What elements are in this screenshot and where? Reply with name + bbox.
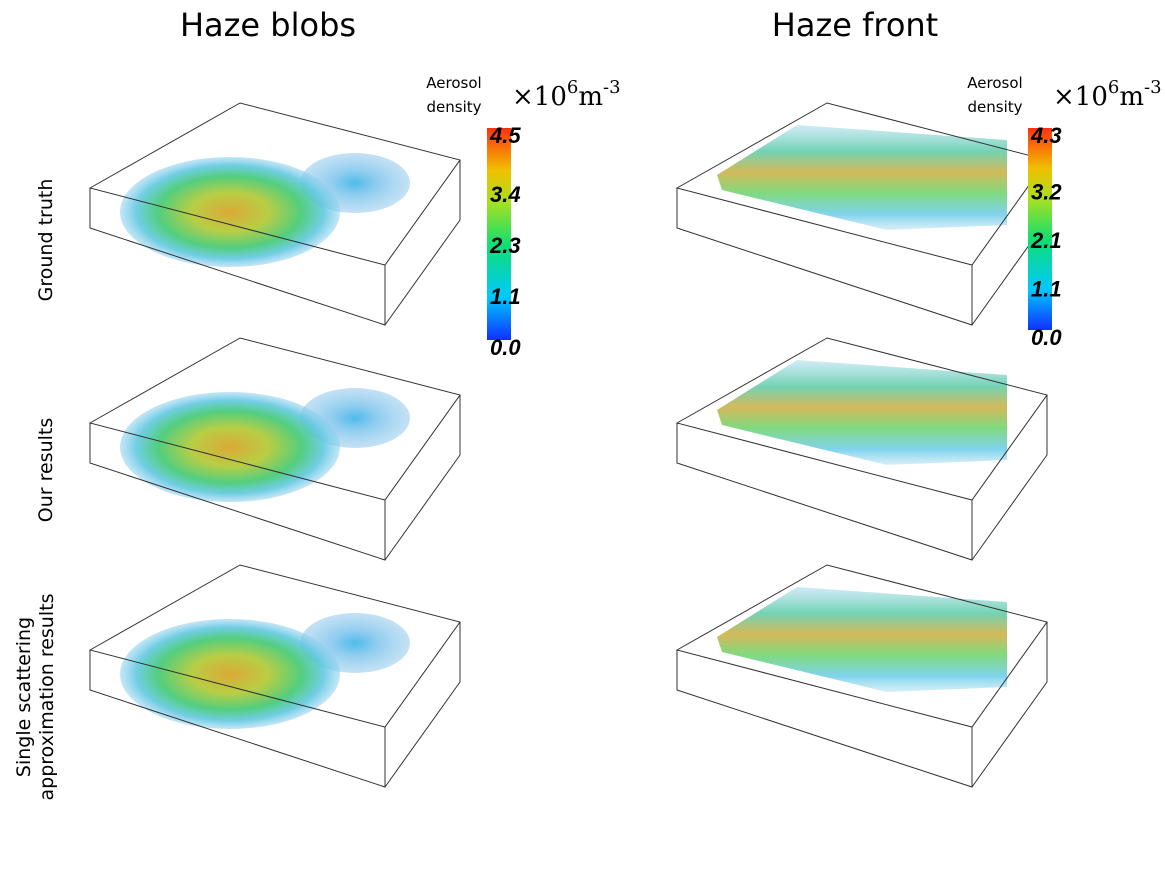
units-part: ×10 — [1053, 82, 1108, 112]
colorbar-tick-label: 2.3 — [489, 233, 521, 258]
colorbar — [487, 128, 511, 340]
colorbar — [1028, 128, 1052, 330]
haze-blob — [120, 619, 340, 729]
box-edge — [971, 395, 1048, 561]
row-label: Single scattering — [13, 617, 35, 777]
units-part: 6 — [567, 77, 578, 98]
rendering — [88, 102, 461, 326]
rendering — [675, 564, 1048, 788]
units-part: 6 — [1108, 77, 1119, 98]
renderings — [88, 102, 1048, 788]
box-edge — [384, 395, 461, 561]
colorbar-tick-label: 4.3 — [1030, 123, 1062, 148]
colorbar-tick-label: 0.0 — [1031, 325, 1062, 350]
units-part: -3 — [603, 77, 621, 98]
colorbar-label: Aerosol — [426, 74, 481, 92]
colorbar-tick-label: 2.1 — [1030, 228, 1062, 253]
box-edge — [676, 650, 973, 788]
box-edge — [971, 622, 1048, 788]
colorbar-tick-label: 1.1 — [490, 284, 521, 309]
rendering — [88, 564, 461, 788]
colorbar-label: density — [427, 98, 482, 116]
colorbar-label: Aerosol — [967, 74, 1022, 92]
rendering — [88, 337, 461, 561]
units-part: m — [1119, 82, 1144, 112]
colorbar-tick-label: 0.0 — [490, 335, 521, 360]
row-label: Our results — [35, 418, 57, 523]
units-part: -3 — [1144, 77, 1162, 98]
colorbar-units: ×106m-3 — [1053, 77, 1162, 112]
colorbar-label: density — [968, 98, 1023, 116]
box-edge — [384, 622, 461, 788]
box-edge — [89, 650, 386, 788]
haze-front — [717, 587, 1007, 692]
colorbar-tick-label: 4.5 — [489, 123, 521, 148]
box-edge — [89, 188, 386, 326]
units-part: ×10 — [512, 82, 567, 112]
column-title: Haze blobs — [180, 6, 356, 44]
column-title: Haze front — [772, 6, 938, 44]
haze-blob — [120, 157, 340, 267]
colorbar-tick-label: 3.2 — [1031, 180, 1062, 205]
haze-front — [717, 360, 1007, 465]
row-label: Ground truth — [35, 179, 57, 302]
box-edge — [89, 423, 386, 561]
colorbar-units: ×106m-3 — [512, 77, 621, 112]
box-edge — [676, 188, 973, 326]
colorbar-tick-label: 1.1 — [1031, 277, 1062, 302]
colorbar-tick-label: 3.4 — [490, 182, 521, 207]
row-label: approximation results — [36, 594, 58, 801]
box-edge — [384, 160, 461, 326]
rendering — [675, 102, 1048, 326]
units-part: m — [578, 82, 603, 112]
haze-blob — [120, 392, 340, 502]
rendering — [675, 337, 1048, 561]
haze-front — [717, 125, 1007, 230]
box-edge — [676, 423, 973, 561]
